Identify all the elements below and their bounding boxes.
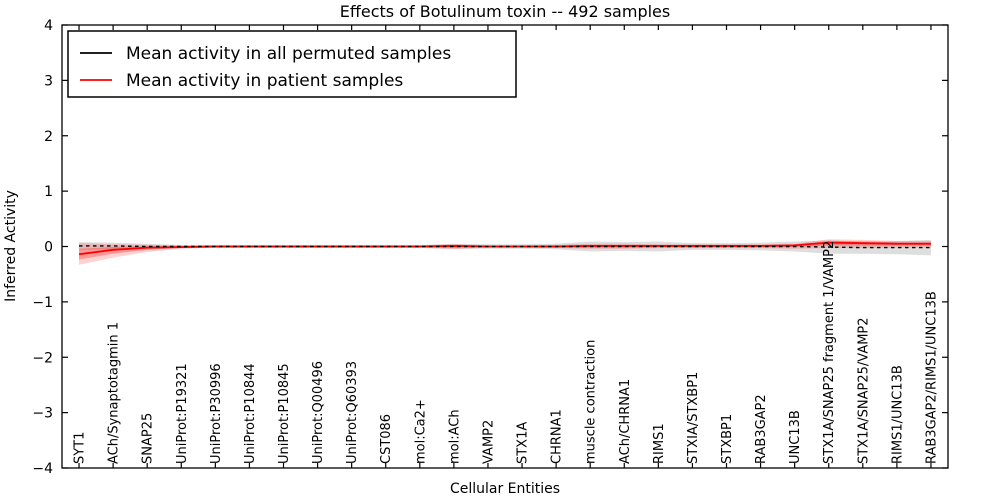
x-tick-label: RAB3GAP2/RIMS1/UNC13B bbox=[924, 291, 939, 464]
series-lines bbox=[78, 241, 931, 256]
y-tick-label: 1 bbox=[44, 184, 53, 200]
x-tick-label: UniProt:Q60393 bbox=[345, 361, 360, 464]
x-tick-label: UniProt:P30996 bbox=[209, 363, 224, 464]
x-tick-label: ACh/Synaptotagmin 1 bbox=[107, 322, 122, 464]
y-tick-label: 0 bbox=[44, 240, 53, 256]
y-tick-label: −4 bbox=[32, 461, 53, 477]
x-tick-label: mol:Ca2+ bbox=[413, 399, 428, 464]
x-tick-label: UNC13B bbox=[788, 410, 803, 464]
x-tick-label: STXBP1 bbox=[720, 414, 735, 464]
x-tick-label: UniProt:P10845 bbox=[277, 363, 292, 464]
x-tick-label: UniProt:P19321 bbox=[175, 363, 190, 464]
y-axis-label: Inferred Activity bbox=[3, 190, 19, 302]
x-tick-label: UniProt:P10844 bbox=[243, 363, 258, 464]
x-tick-label: CST086 bbox=[379, 414, 394, 464]
y-tick-label: −2 bbox=[32, 350, 53, 366]
y-tick-label: 4 bbox=[44, 18, 53, 34]
x-tick-label: UniProt:Q00496 bbox=[311, 361, 326, 464]
x-tick-label: CHRNA1 bbox=[550, 409, 565, 464]
x-tick-label: STX1A bbox=[516, 422, 531, 464]
x-tick-label: SYT1 bbox=[73, 432, 88, 464]
x-tick-label: STX1A/SNAP25 fragment 1/VAMP2 bbox=[822, 241, 837, 464]
x-tick-label: mol:ACh bbox=[447, 409, 462, 464]
legend-box bbox=[67, 30, 517, 98]
y-tick-labels: −4 −3 −2 −1 0 1 2 3 4 bbox=[32, 18, 53, 477]
y-tick-label: 2 bbox=[44, 129, 53, 145]
permuted-mean-line bbox=[79, 245, 931, 249]
axes-frame bbox=[61, 24, 949, 469]
x-tick-labels: SYT1 ACh/Synaptotagmin 1 SNAP25 UniProt:P19… bbox=[73, 241, 940, 464]
y-tick-label: −3 bbox=[32, 406, 53, 422]
x-axis-label: Cellular Entities bbox=[450, 481, 560, 497]
legend-label-patient: Mean activity in patient samples bbox=[126, 71, 403, 91]
x-tick-label: RIMS1 bbox=[652, 423, 667, 464]
x-tick-label: ACh/CHRNA1 bbox=[618, 379, 633, 464]
x-tick-label: RAB3GAP2 bbox=[754, 394, 769, 464]
x-tick-label: RIMS1/UNC13B bbox=[890, 365, 905, 464]
y-tick-label: 3 bbox=[44, 73, 53, 89]
x-tick-label: VAMP2 bbox=[481, 420, 496, 464]
x-tick-label: STX1A/SNAP25/VAMP2 bbox=[856, 317, 871, 464]
legend: Mean activity in all permuted samples Me… bbox=[67, 30, 517, 98]
x-tick-label: SNAP25 bbox=[141, 413, 156, 464]
chart-title: Effects of Botulinum toxin -- 492 sample… bbox=[340, 2, 670, 21]
x-tick-label: STXIA/STXBP1 bbox=[686, 372, 701, 464]
y-tick-label: −1 bbox=[32, 295, 53, 311]
legend-label-permuted: Mean activity in all permuted samples bbox=[126, 44, 451, 64]
permuted-band bbox=[79, 239, 931, 256]
x-tick-label: muscle contraction bbox=[584, 340, 599, 464]
